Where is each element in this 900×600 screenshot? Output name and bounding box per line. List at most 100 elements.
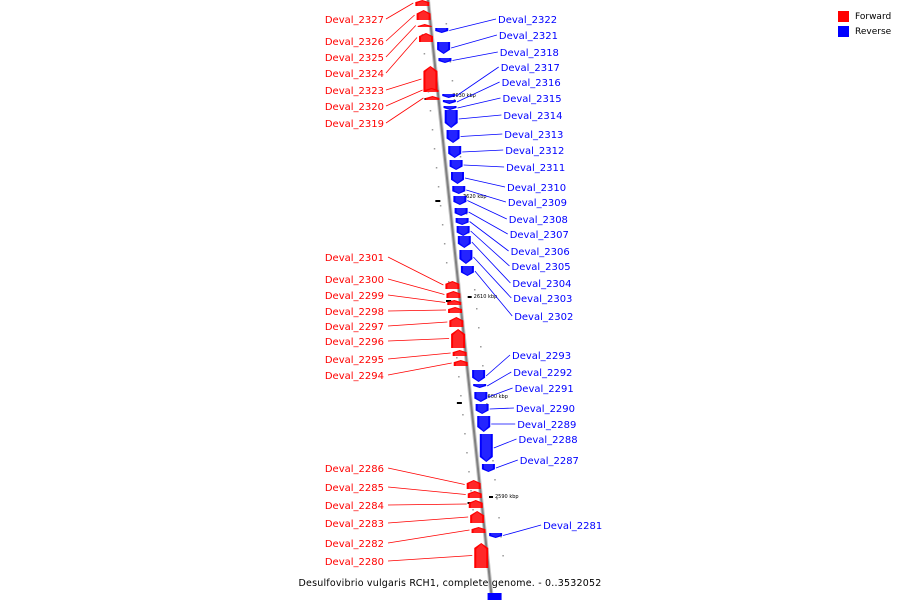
minor-tick [431, 129, 434, 131]
forward-gene-highlight [472, 512, 483, 523]
forward-leader-line [387, 529, 470, 544]
forward-leader-line [387, 256, 444, 286]
forward-gene-label: Deval_2285 [325, 483, 384, 494]
reverse-gene-highlight [444, 94, 454, 97]
reverse-gene [477, 416, 491, 432]
reverse-gene [437, 42, 451, 54]
minor-tick [496, 498, 498, 500]
forward-gene-highlight [421, 34, 431, 42]
forward-leader-line [387, 362, 452, 376]
minor-tick [468, 471, 470, 473]
reverse-leader-line [493, 438, 517, 449]
reverse-gene [446, 130, 460, 143]
forward-gene-label: Deval_2280 [325, 557, 384, 568]
reverse-leader-line [503, 524, 542, 536]
reverse-gene [475, 404, 489, 414]
reverse-gene-label: Deval_2315 [503, 94, 562, 105]
minor-tick [463, 194, 466, 196]
reverse-gene-highlight [481, 434, 491, 461]
reverse-gene-highlight [450, 146, 460, 157]
reverse-gene [442, 94, 456, 98]
reverse-gene-highlight [475, 384, 485, 387]
minor-tick [451, 80, 454, 82]
forward-gene-label: Deval_2300 [325, 275, 384, 286]
forward-leader-line [387, 309, 447, 312]
reverse-gene-label: Deval_2317 [501, 63, 560, 74]
forward-gene-label: Deval_2325 [325, 53, 384, 64]
reverse-gene-label: Deval_2314 [503, 111, 562, 122]
reverse-gene [474, 392, 488, 402]
reverse-gene [473, 384, 487, 388]
reverse-gene-label: Deval_2291 [515, 384, 574, 395]
forward-gene-label: Deval_2298 [325, 307, 384, 318]
forward-leader-line [385, 25, 417, 58]
minor-tick [473, 289, 476, 291]
reverse-gene-label: Deval_2281 [543, 521, 602, 532]
forward-leader-line [387, 278, 445, 295]
reverse-gene-highlight [446, 110, 456, 127]
forward-leader-line [385, 97, 424, 124]
forward-gene-label: Deval_2299 [325, 291, 384, 302]
minor-tick [445, 262, 448, 264]
tick-mark [489, 496, 494, 498]
reverse-gene-highlight [454, 186, 464, 193]
forward-leader-line [387, 294, 446, 303]
genome-caption: Desulfovibrio vulgaris RCH1, complete ge… [298, 578, 602, 589]
minor-tick [492, 460, 494, 462]
minor-tick [423, 53, 426, 55]
reverse-gene-highlight [483, 464, 493, 471]
reverse-leader-line [485, 354, 511, 377]
reverse-gene-label: Deval_2312 [505, 146, 564, 157]
forward-gene-label: Deval_2301 [325, 253, 384, 264]
reverse-gene-label: Deval_2310 [507, 183, 566, 194]
reverse-leader-line [466, 189, 507, 203]
forward-gene-highlight [419, 25, 430, 27]
reverse-gene [443, 106, 457, 110]
reverse-gene-highlight [444, 100, 454, 103]
reverse-gene-highlight [477, 404, 487, 413]
legend-forward-label: Forward [855, 11, 892, 22]
reverse-gene-highlight [491, 533, 501, 537]
forward-leader-line [387, 516, 469, 524]
reverse-gene [442, 100, 456, 104]
forward-gene-label: Deval_2319 [325, 119, 384, 130]
reverse-gene [452, 186, 466, 194]
forward-gene-highlight [473, 528, 484, 533]
forward-leader-line [387, 503, 467, 506]
reverse-gene-highlight [462, 266, 472, 275]
forward-leader-line [387, 352, 451, 360]
reverse-gene-label: Deval_2303 [513, 294, 572, 305]
forward-leader-line [385, 89, 423, 107]
forward-gene-highlight [448, 292, 459, 298]
forward-leader-line [387, 486, 466, 495]
forward-gene-highlight [455, 361, 466, 366]
forward-gene-highlight [451, 318, 462, 327]
reverse-gene-label: Deval_2318 [500, 48, 559, 59]
reverse-gene [460, 266, 474, 276]
reverse-leader-line [464, 177, 506, 188]
forward-gene-label: Deval_2286 [325, 464, 384, 475]
reverse-gene-label: Deval_2311 [506, 163, 565, 174]
minor-tick [494, 479, 496, 481]
legend: Forward Reverse [838, 9, 891, 39]
legend-reverse: Reverse [838, 24, 891, 39]
forward-gene-label: Deval_2327 [325, 15, 384, 26]
forward-gene-label: Deval_2296 [325, 337, 384, 348]
tick-mark [446, 300, 451, 302]
reverse-gene [444, 110, 458, 128]
minor-tick [476, 308, 478, 310]
minor-tick [453, 99, 456, 101]
reverse-gene [438, 58, 452, 63]
reverse-gene [450, 172, 464, 184]
forward-gene-highlight [476, 544, 487, 568]
forward-gene-label: Deval_2284 [325, 501, 384, 512]
reverse-gene-highlight [461, 250, 471, 263]
reverse-leader-line [495, 459, 518, 469]
reverse-gene [455, 218, 469, 225]
forward-gene-highlight [427, 97, 438, 100]
reverse-gene-highlight [458, 226, 468, 235]
tick-label: 2600 kbp [484, 394, 508, 400]
minor-tick [458, 376, 460, 378]
reverse-gene-highlight [448, 130, 458, 142]
